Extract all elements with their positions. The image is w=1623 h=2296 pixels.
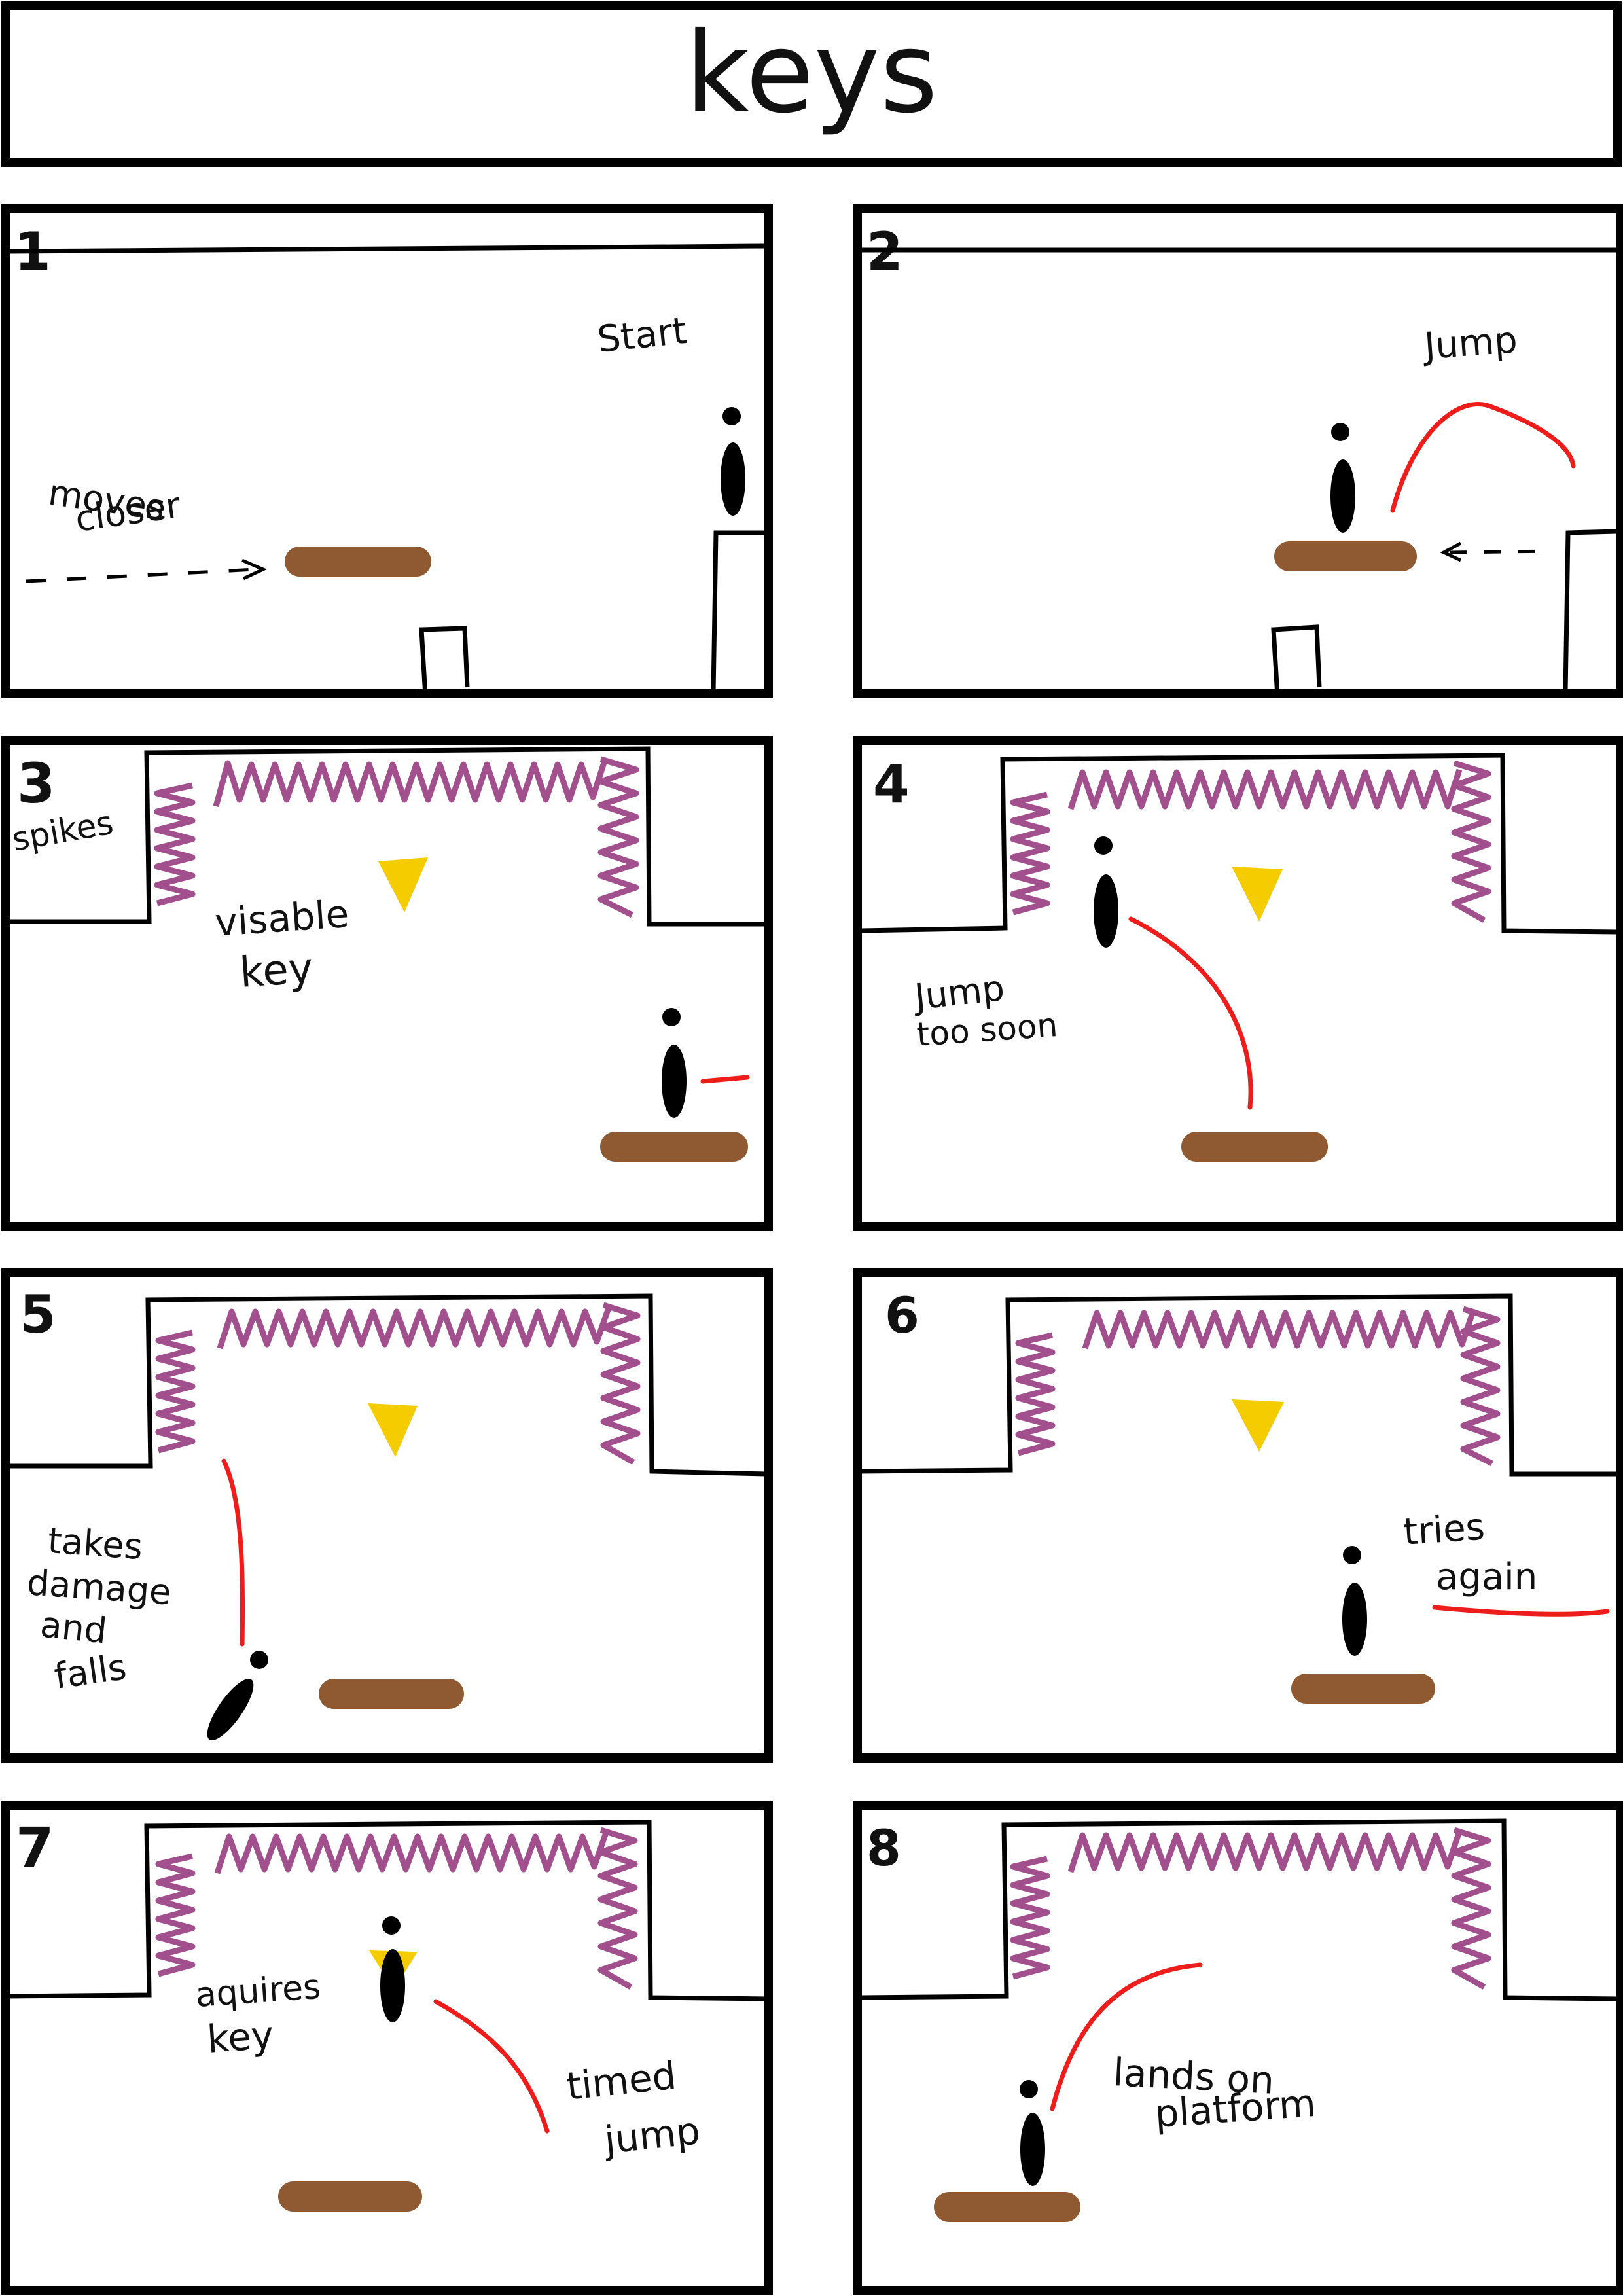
spikes-icon	[1451, 1827, 1491, 1990]
note-takes: takes	[46, 1520, 144, 1568]
dashed-arrow	[1450, 549, 1553, 554]
panel-frame	[1, 1268, 773, 1763]
panel-4: 4 Jump too soon	[853, 736, 1623, 1231]
note-start: Start	[596, 310, 689, 361]
panel-number: 4	[873, 754, 910, 815]
panel-number: 8	[866, 1819, 901, 1877]
stick-figure-icon	[1094, 836, 1118, 948]
spikes-icon	[155, 1853, 196, 1977]
page-title: keys	[685, 9, 938, 138]
panel-1: 1 Start moves closer	[1, 204, 773, 698]
spikes-icon	[1067, 1830, 1463, 1873]
spike-room-walls	[861, 753, 1618, 935]
pillar	[419, 626, 470, 697]
panel-6: 6 tries again	[853, 1268, 1623, 1763]
arrow-head	[1440, 541, 1462, 562]
ceiling-line	[9, 243, 766, 254]
stick-figure-icon	[1342, 1546, 1367, 1656]
pillar	[1271, 624, 1322, 697]
jump-arc	[1050, 1962, 1203, 2111]
note-again: again	[1436, 1556, 1537, 1598]
spikes-icon	[1015, 1332, 1056, 1456]
panel-2: 2 Jump	[853, 204, 1623, 698]
spikes-icon	[1010, 1856, 1050, 1980]
spikes-icon	[1010, 791, 1050, 916]
panel-frame	[1, 1801, 773, 2295]
spikes-icon	[1451, 760, 1491, 923]
note-and: and	[39, 1604, 109, 1651]
stick-figure-icon	[721, 407, 745, 516]
panel-number: 5	[20, 1284, 56, 1345]
key-triangle-icon	[368, 1403, 418, 1457]
note-falls: falls	[52, 1646, 129, 1697]
panel-frame	[1, 736, 773, 1231]
jump-arc	[700, 1075, 750, 1084]
spikes-icon	[213, 759, 608, 808]
spikes-icon	[1082, 1308, 1477, 1350]
spike-room-walls	[7, 1293, 768, 1477]
stick-figure-icon	[207, 1651, 268, 1741]
spike-room-walls	[861, 1293, 1618, 1477]
jump-arc	[1128, 916, 1253, 1110]
spike-room-walls	[861, 1818, 1618, 2001]
jump-arc	[1432, 1605, 1610, 1617]
start-ledge	[711, 530, 766, 693]
arrow-head	[241, 558, 268, 581]
stick-figure-icon	[662, 1008, 687, 1118]
panel-number: 6	[885, 1286, 919, 1344]
key-triangle-icon	[1232, 867, 1283, 922]
panel-number: 7	[16, 1816, 54, 1880]
stick-figure-icon	[1020, 2080, 1045, 2186]
spikes-icon	[155, 1329, 196, 1454]
note-aquires: aquires	[194, 1967, 322, 2015]
spikes-icon	[597, 1827, 638, 1990]
jump-arc	[433, 1999, 550, 2134]
start-ledge	[1563, 529, 1618, 693]
fall-path	[221, 1458, 245, 1647]
jump-arc	[1390, 402, 1576, 513]
note-jump: Jump	[911, 967, 1007, 1018]
panel-frame	[853, 736, 1623, 1231]
spikes-icon	[1460, 1306, 1501, 1467]
note-timed: timed	[564, 2053, 678, 2109]
spikes-icon	[1067, 768, 1463, 810]
note-visable: visable	[213, 891, 350, 945]
spikes-icon	[214, 1831, 609, 1874]
note-key: key	[238, 944, 315, 997]
note-jump: jump	[601, 2108, 702, 2162]
spike-room-walls	[6, 1820, 768, 2001]
spike-room-walls	[7, 746, 766, 927]
note-key: key	[205, 2013, 275, 2062]
panel-5: 5 takes damage and falls	[1, 1268, 773, 1763]
panel-frame	[853, 204, 1623, 698]
spikes-icon	[217, 1306, 612, 1350]
note-jump: Jump	[1421, 319, 1518, 368]
spikes-icon	[154, 782, 196, 906]
panel-7: 7 aquires key timed jump	[1, 1801, 773, 2295]
key-triangle-icon	[378, 857, 428, 912]
note-lands-on: lands on	[1112, 2050, 1275, 2103]
spikes-icon	[597, 756, 639, 918]
panel-8: 8 lands on platform	[853, 1801, 1623, 2295]
title-frame	[1, 1, 1622, 167]
panel-3: 3 spikes visable key	[1, 736, 773, 1231]
key-triangle-icon	[1232, 1399, 1284, 1452]
panel-frame	[853, 1801, 1623, 2295]
panel-frame	[853, 1268, 1623, 1763]
spikes-icon	[600, 1302, 641, 1465]
stick-figure-icon	[1330, 423, 1355, 533]
note-tries: tries	[1402, 1505, 1486, 1554]
note-damage: damage	[26, 1562, 172, 1613]
panel-frame	[1, 204, 773, 698]
panel-number: 3	[17, 751, 55, 816]
dashed-arrow	[26, 567, 256, 583]
stick-figure-icon	[380, 1916, 405, 2022]
